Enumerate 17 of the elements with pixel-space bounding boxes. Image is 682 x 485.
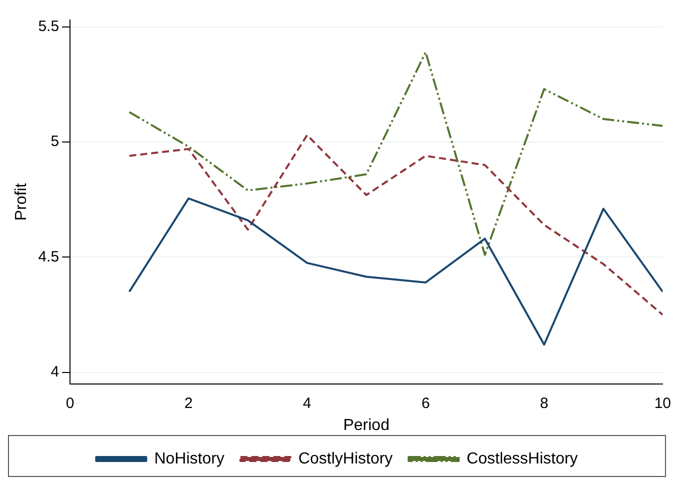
y-tick-label: 5 — [50, 133, 60, 150]
legend-label: CostlyHistory — [298, 450, 393, 468]
x-axis-title: Period — [343, 416, 390, 434]
line-series — [128, 51, 663, 256]
legend-label: NoHistory — [154, 450, 224, 468]
y-tick-label: 5.5 — [38, 18, 60, 36]
line-series — [128, 134, 663, 316]
x-tick-label: 6 — [421, 394, 430, 412]
x-tick-label: 4 — [302, 394, 312, 412]
x-tick-label: 0 — [66, 394, 74, 412]
y-tick-label: 4 — [50, 363, 60, 380]
y-tick-label: 4.5 — [38, 248, 60, 266]
x-tick-label: 2 — [184, 394, 193, 412]
y-axis-title: Profit — [13, 182, 30, 221]
legend-label: CostlessHistory — [466, 450, 578, 468]
x-tick-label: 10 — [654, 394, 671, 412]
x-tick-label: 8 — [540, 394, 548, 412]
